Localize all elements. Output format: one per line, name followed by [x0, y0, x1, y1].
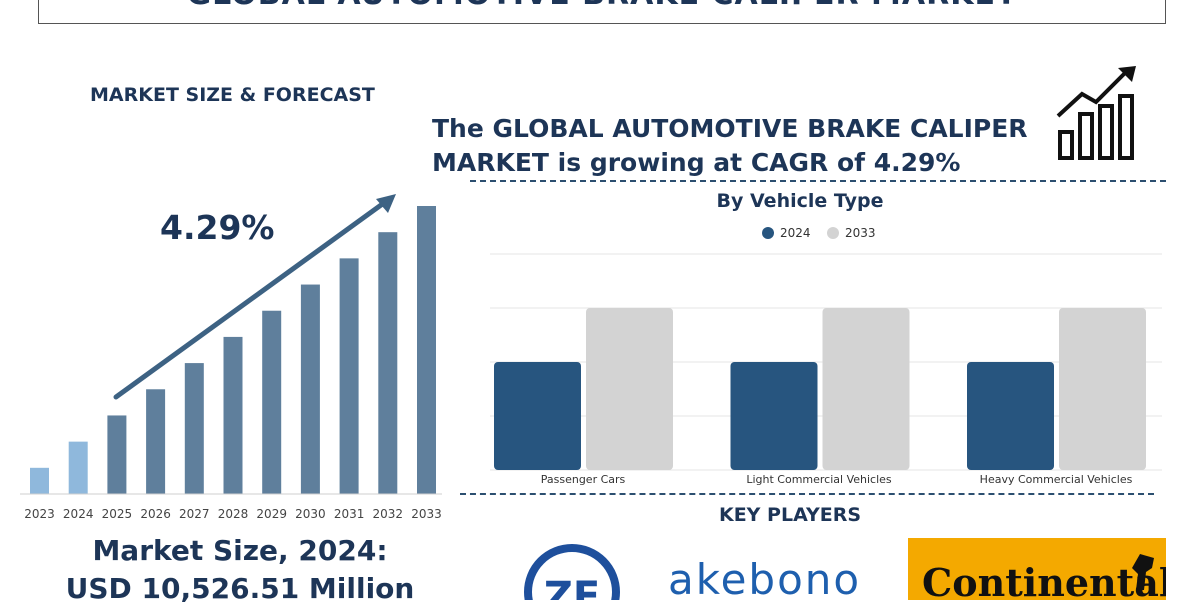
continental-logo-art: Continental	[922, 554, 1166, 600]
forecast-bar-chart: 2023 2024 2025 2026 2027 2028 2029 2030 2031 2032…	[20, 194, 442, 521]
growth-arrow-head	[376, 194, 396, 213]
forecast-bar-2033	[417, 206, 436, 494]
legend-swatch-2033	[827, 227, 839, 239]
forecast-year-labels: 2023 2024 2025 2026 2027 2028 2029 2030 2031 2032…	[24, 507, 442, 521]
vehicle-bar-2024-1	[730, 362, 818, 470]
growth-chart-icon	[1056, 66, 1136, 160]
forecast-bar-2025	[107, 415, 127, 494]
divider-top	[470, 180, 1166, 182]
cagr-value: 4.29%	[160, 208, 275, 247]
year-label-2025: 2025	[102, 507, 133, 521]
title-box: GLOBAL AUTOMOTIVE BRAKE CALIPER MARKET	[38, 0, 1166, 24]
headline-line2: MARKET is growing at CAGR of 4.29%	[432, 148, 961, 177]
vehicle-bar-2033-1	[822, 308, 910, 470]
vehicle-bar-2033-0	[586, 308, 673, 470]
svg-text:akebono: akebono	[668, 556, 861, 600]
vehicle-bars	[494, 308, 1146, 470]
continental-logo: Continental	[908, 538, 1166, 600]
year-label-2023: 2023	[24, 507, 55, 521]
forecast-bar-2031	[339, 258, 359, 494]
zf-logo: ZF	[524, 544, 620, 600]
year-label-2026: 2026	[140, 507, 171, 521]
category-label-lcv: Light Commercial Vehicles	[746, 473, 892, 486]
forecast-bar-2027	[184, 363, 204, 494]
svg-text:Continental: Continental	[922, 560, 1166, 600]
market-size-line1: Market Size, 2024:	[92, 534, 388, 567]
category-label-passenger: Passenger Cars	[540, 473, 626, 486]
legend-label-2033: 2033	[845, 226, 876, 240]
category-label-hcv: Heavy Commercial Vehicles	[979, 473, 1133, 486]
year-label-2030: 2030	[295, 507, 326, 521]
vehicle-bar-2024-0	[494, 362, 581, 470]
forecast-bar-2032	[378, 232, 398, 494]
forecast-bar-2026	[146, 389, 166, 494]
legend-2033: 2033	[827, 226, 876, 240]
divider-bottom	[460, 493, 1154, 495]
svg-text:ZF: ZF	[544, 574, 600, 600]
forecast-bar-2028	[223, 336, 243, 494]
legend-2024: 2024	[762, 226, 811, 240]
key-players-title: KEY PLAYERS	[718, 504, 862, 526]
year-label-2033: 2033	[411, 507, 442, 521]
akebono-logo: akebono	[668, 556, 861, 600]
headline-line1: The GLOBAL AUTOMOTIVE BRAKE CALIPER	[432, 114, 1028, 143]
vehicle-bar-chart	[490, 253, 1162, 471]
year-label-2031: 2031	[334, 507, 365, 521]
page-title: GLOBAL AUTOMOTIVE BRAKE CALIPER MARKET	[187, 0, 1018, 12]
year-label-2029: 2029	[256, 507, 287, 521]
headline: The GLOBAL AUTOMOTIVE BRAKE CALIPER MARK…	[432, 112, 1052, 180]
vehicle-chart-title: By Vehicle Type	[716, 190, 884, 212]
year-label-2024: 2024	[63, 507, 94, 521]
market-size-forecast-heading: MARKET SIZE & FORECAST	[90, 84, 375, 106]
market-size-text: Market Size, 2024: USD 10,526.51 Million	[40, 532, 440, 608]
year-label-2028: 2028	[218, 507, 249, 521]
vehicle-bar-2033-2	[1059, 308, 1146, 470]
forecast-bar-2029	[262, 310, 282, 494]
forecast-bars	[30, 206, 436, 494]
year-label-2032: 2032	[373, 507, 404, 521]
vehicle-bar-2024-2	[967, 362, 1054, 470]
growth-arrow-line	[113, 197, 391, 400]
legend-swatch-2024	[762, 227, 774, 239]
year-label-2027: 2027	[179, 507, 210, 521]
market-size-line2: USD 10,526.51 Million	[65, 572, 415, 605]
forecast-bar-2024	[68, 441, 88, 494]
forecast-bar-2023	[30, 467, 49, 494]
forecast-bar-2030	[300, 284, 320, 494]
legend-label-2024: 2024	[780, 226, 811, 240]
